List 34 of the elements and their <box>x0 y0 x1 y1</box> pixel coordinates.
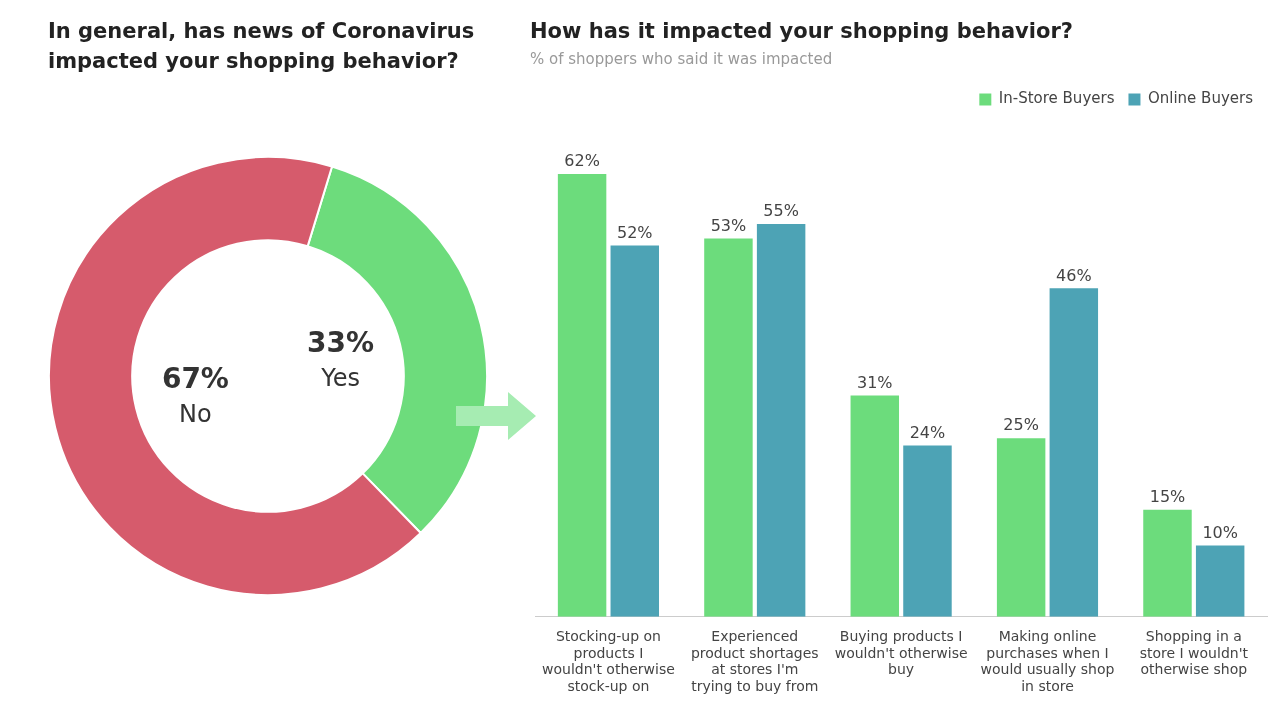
legend-label: Online Buyers <box>1147 89 1254 108</box>
data-label: 67% <box>161 361 229 395</box>
data-label: 15% <box>1149 486 1186 506</box>
bar <box>756 224 806 617</box>
bar <box>1049 288 1099 617</box>
data-label: 62% <box>564 151 600 171</box>
data-label: 24% <box>909 422 946 442</box>
slice-label: Yes <box>320 364 360 393</box>
data-label: 31% <box>857 372 893 392</box>
bar <box>1195 545 1245 617</box>
data-label: 10% <box>1202 522 1238 542</box>
x-tick-label: Shopping in a store I wouldn't otherwise shop <box>1139 627 1249 678</box>
bar <box>996 438 1046 617</box>
bar <box>557 174 607 617</box>
data-label: 52% <box>617 222 653 242</box>
x-tick-label: Stocking-up on products I wouldn't otherwise stock-up on <box>542 627 675 695</box>
data-label: 53% <box>710 215 747 235</box>
legend-label: In-Store Buyers <box>998 89 1115 108</box>
bar <box>1143 509 1192 617</box>
bar <box>903 445 952 617</box>
x-tick-label: Experienced product shortages at stores I'm trying to buy from <box>690 627 819 695</box>
slice-label: No <box>179 399 212 428</box>
chart-title: In general, has news of Coronavirus impacted your shopping behavior? <box>48 18 476 75</box>
chart-subtitle: % of shoppers who said it was impacted <box>530 50 834 68</box>
x-tick-label: Buying products I wouldn't otherwise buy <box>834 627 968 678</box>
bar <box>704 238 753 617</box>
data-label: 55% <box>763 201 799 221</box>
data-label: 46% <box>1056 265 1092 285</box>
data-label: 25% <box>1003 415 1039 435</box>
bar <box>850 395 900 617</box>
data-label: 33% <box>307 326 375 360</box>
bar <box>610 245 660 617</box>
chart-title: How has it impacted your shopping behavior? <box>530 18 1074 45</box>
x-tick-label: Making online purchases when I would usually shop in store <box>980 627 1115 695</box>
